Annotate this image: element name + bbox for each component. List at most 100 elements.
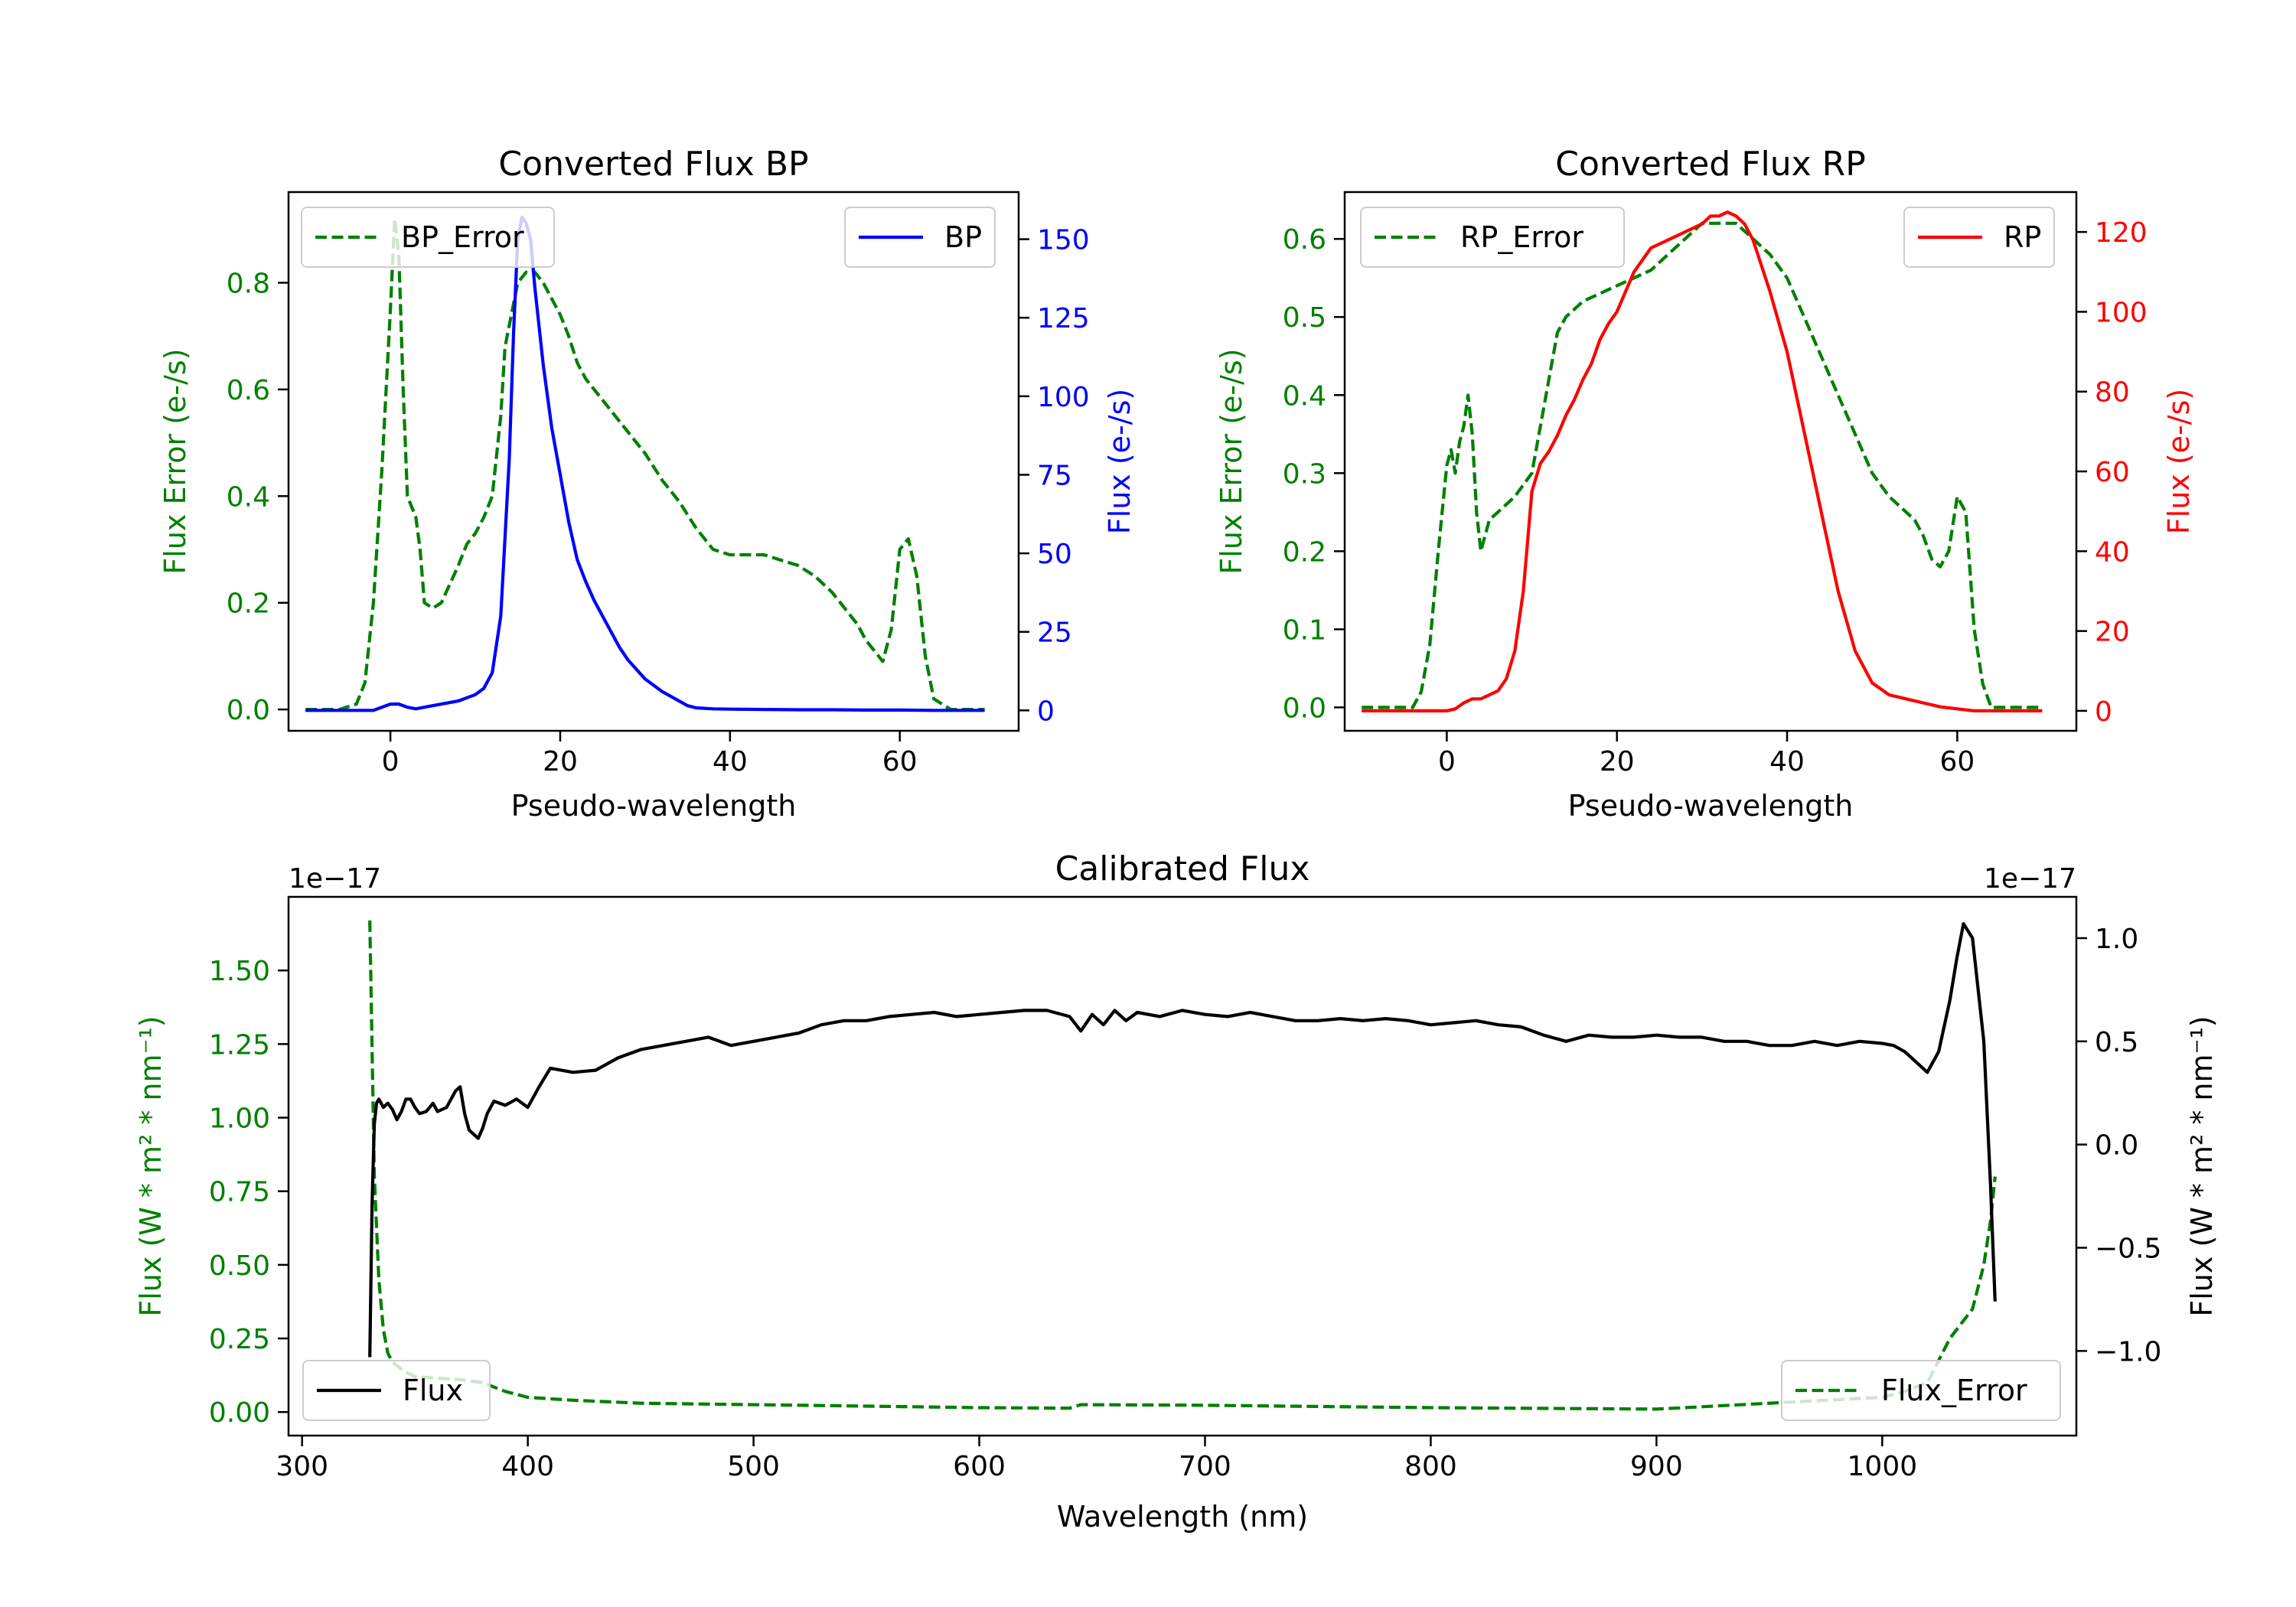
y-right-tick-label: 100 <box>2095 297 2148 328</box>
y-left-tick-label: 0.8 <box>227 268 270 299</box>
y-axis-label-right: Flux (e-/s) <box>1103 389 1137 534</box>
x-tick-label: 300 <box>276 1451 328 1482</box>
legend-label: BP_Error <box>401 220 524 254</box>
y-axis-label-right: Flux (W * m² * nm⁻¹) <box>2185 1015 2219 1316</box>
y-left-offset-text: 1e−17 <box>289 863 381 895</box>
y-left-tick-label: 0.2 <box>1283 536 1326 568</box>
x-tick-label: 500 <box>727 1451 780 1482</box>
y-right-tick-label: 75 <box>1037 460 1072 491</box>
chart-panel-2: Converted Flux RP 0 20 40 60 0.0 0.1 0.2 0.3 0.4 0… <box>1215 145 2196 823</box>
y-right-tick-label: −1.0 <box>2095 1336 2161 1367</box>
y-axis-label-left: Flux Error (e-/s) <box>158 348 192 574</box>
x-tick-label: 600 <box>953 1451 1006 1482</box>
chart-title: Calibrated Flux <box>1055 849 1310 888</box>
y-left-tick-label: 0.6 <box>1283 224 1326 256</box>
y-right-tick-label: 0.0 <box>2095 1130 2138 1162</box>
chart-panel-3: Calibrated Flux 300 400 500 600 700 800 900 1000… <box>134 849 2219 1534</box>
y-right-tick-label: −0.5 <box>2095 1234 2161 1265</box>
x-axis-label: Pseudo-wavelength <box>1568 789 1854 823</box>
x-tick-label: 60 <box>1939 746 1975 777</box>
y-left-tick-label: 1.00 <box>209 1103 270 1135</box>
y-left-tick-label: 0.3 <box>1283 458 1326 490</box>
legend-upper-right: BP <box>844 207 996 268</box>
y-right-tick-label: 25 <box>1037 618 1072 649</box>
legend-label: BP <box>944 220 982 254</box>
y-right-tick-label: 20 <box>2095 617 2130 648</box>
y-left-tick-label: 1.50 <box>209 956 270 987</box>
plot-area <box>305 215 985 712</box>
y-left-tick-label: 0.0 <box>1283 693 1326 724</box>
axes-frame <box>287 191 1020 732</box>
y-left-tick-label: 0.00 <box>209 1397 270 1429</box>
legend-box <box>1360 207 1625 268</box>
x-tick-label: 1000 <box>1848 1451 1918 1482</box>
y-right-tick-label: 125 <box>1037 303 1090 334</box>
axes-frame <box>287 895 2078 1437</box>
legend-lower-right: Flux_Error <box>1781 1360 2061 1421</box>
legend-box <box>1781 1360 2061 1421</box>
y-axis-label-left: Flux (W * m² * nm⁻¹) <box>134 1015 168 1316</box>
series-line-rp-error <box>1362 221 2043 709</box>
y-right-tick-label: 50 <box>1037 539 1072 570</box>
y-right-tick-label: 80 <box>2095 377 2130 409</box>
y-left-tick-label: 0.0 <box>227 695 270 726</box>
y-right-tick-label: 1.0 <box>2095 924 2138 955</box>
y-left-tick-label: 0.4 <box>227 481 270 513</box>
y-right-tick-label: 100 <box>1037 382 1090 413</box>
y-left-tick-label: 0.25 <box>209 1324 270 1355</box>
x-tick-label: 60 <box>882 746 918 777</box>
y-right-tick-label: 0.5 <box>2095 1027 2138 1058</box>
legend-label: RP <box>2004 220 2041 254</box>
y-axis-label-left: Flux Error (e-/s) <box>1215 348 1248 574</box>
y-right-tick-label: 0 <box>1037 696 1055 727</box>
legend-box <box>301 207 555 268</box>
plot-area <box>368 920 1997 1411</box>
x-tick-label: 20 <box>543 746 578 777</box>
y-left-tick-label: 1.25 <box>209 1029 270 1061</box>
legend-upper-left: BP_Error <box>301 207 555 268</box>
y-left-tick-label: 0.6 <box>227 375 270 406</box>
legend-upper-right: RP <box>1903 207 2055 268</box>
chart-title: Converted Flux BP <box>498 145 808 184</box>
series-line-rp <box>1362 210 2043 712</box>
y-right-tick-label: 150 <box>1037 225 1090 256</box>
series-line-bp-error <box>305 217 985 712</box>
plot-area <box>1362 210 2043 712</box>
chart-panel-1: Converted Flux BP 0 20 40 60 0.0 0.2 0.4 0.6 0.8 0… <box>158 145 1137 823</box>
x-tick-label: 800 <box>1404 1451 1457 1482</box>
y-left-tick-label: 0.5 <box>1283 302 1326 334</box>
chart-title: Converted Flux RP <box>1555 145 1866 184</box>
y-left-tick-label: 0.75 <box>209 1177 270 1208</box>
x-axis-label: Wavelength (nm) <box>1057 1500 1308 1534</box>
axes-frame <box>1343 191 2078 732</box>
x-tick-label: 700 <box>1179 1451 1231 1482</box>
y-left-tick-label: 0.50 <box>209 1250 270 1282</box>
y-right-tick-label: 40 <box>2095 536 2130 568</box>
y-left-tick-label: 0.1 <box>1283 614 1326 646</box>
x-tick-label: 40 <box>1769 746 1805 777</box>
y-right-tick-label: 120 <box>2095 217 2148 249</box>
y-right-offset-text: 1e−17 <box>1984 863 2076 895</box>
y-left-tick-label: 0.2 <box>227 588 270 620</box>
legend-lower-left: Flux <box>302 1360 491 1421</box>
x-tick-label: 0 <box>382 746 400 777</box>
x-axis-label: Pseudo-wavelength <box>511 789 797 823</box>
legend-box <box>302 1360 491 1421</box>
x-tick-label: 400 <box>501 1451 554 1482</box>
x-tick-label: 40 <box>713 746 748 777</box>
y-left-tick-label: 0.4 <box>1283 380 1326 412</box>
x-tick-label: 900 <box>1630 1451 1683 1482</box>
series-line-flux <box>368 922 1997 1358</box>
x-tick-label: 0 <box>1438 746 1456 777</box>
series-line-flux-error <box>368 920 1997 1411</box>
legend-label: RP_Error <box>1460 220 1583 254</box>
y-right-tick-label: 0 <box>2095 696 2112 728</box>
x-tick-label: 20 <box>1600 746 1635 777</box>
y-axis-label-right: Flux (e-/s) <box>2162 389 2196 534</box>
y-right-tick-label: 60 <box>2095 457 2130 488</box>
legend-label: Flux <box>403 1374 463 1407</box>
legend-upper-left: RP_Error <box>1360 207 1625 268</box>
legend-label: Flux_Error <box>1881 1374 2027 1407</box>
series-line-bp <box>305 215 985 712</box>
